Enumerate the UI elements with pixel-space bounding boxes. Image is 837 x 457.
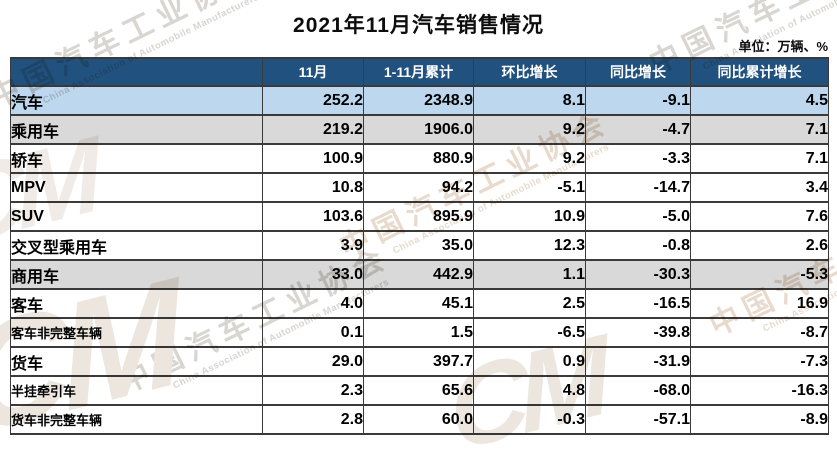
value-cell: 1.1 (473, 259, 586, 290)
value-cell: 29.0 (262, 346, 364, 377)
value-cell: 3.4 (690, 172, 829, 203)
value-cell: 4.8 (473, 375, 586, 406)
table-row: 半挂牵引车 2.3 65.6 4.8 -68.0 -16.3 (10, 375, 829, 406)
value-cell: 7.1 (690, 114, 829, 145)
row-label: 交叉型乘用车 (10, 230, 263, 261)
value-cell: 7.6 (690, 201, 829, 232)
table-row: 客车非完整车辆 0.1 1.5 -6.5 -39.8 -8.7 (10, 317, 829, 348)
row-label: 汽车 (10, 85, 263, 116)
value-cell: -3.3 (585, 143, 691, 174)
value-cell: 0.9 (473, 346, 586, 377)
value-cell: 16.9 (690, 288, 829, 319)
value-cell: 60.0 (363, 404, 474, 435)
value-cell: 2.3 (262, 375, 364, 406)
value-cell: -0.8 (585, 230, 691, 261)
row-label: 轿车 (10, 143, 263, 174)
value-cell: -9.1 (585, 85, 691, 116)
row-label: 货车 (10, 346, 263, 377)
row-label: 乘用车 (10, 114, 263, 145)
value-cell: 252.2 (262, 85, 364, 116)
value-cell: 2348.9 (363, 85, 474, 116)
table-row: 货车非完整车辆 2.8 60.0 -0.3 -57.1 -8.9 (10, 404, 829, 435)
row-label: 客车 (10, 288, 263, 319)
value-cell: -8.7 (690, 317, 829, 348)
value-cell: -30.3 (585, 259, 691, 290)
sales-table: 11月 1-11月累计 环比增长 同比增长 同比累计增长 汽车 252.2 2348… (10, 57, 829, 435)
value-cell: -31.9 (585, 346, 691, 377)
value-cell: 100.9 (262, 143, 364, 174)
column-header-yoy-growth: 同比增长 (585, 57, 691, 87)
value-cell: 0.1 (262, 317, 364, 348)
value-cell: 10.8 (262, 172, 364, 203)
table-row: 乘用车 219.2 1906.0 9.2 -4.7 7.1 (10, 114, 829, 145)
value-cell: 35.0 (363, 230, 474, 261)
value-cell: 65.6 (363, 375, 474, 406)
value-cell: -39.8 (585, 317, 691, 348)
column-header-yoy-cumulative-growth: 同比累计增长 (690, 57, 829, 87)
value-cell: 7.1 (690, 143, 829, 174)
value-cell: 4.5 (690, 85, 829, 116)
row-label: 半挂牵引车 (10, 375, 263, 406)
row-label: 商用车 (10, 259, 263, 290)
table-row: 交叉型乘用车 3.9 35.0 12.3 -0.8 2.6 (10, 230, 829, 261)
table-row: 客车 4.0 45.1 2.5 -16.5 16.9 (10, 288, 829, 319)
value-cell: -5.3 (690, 259, 829, 290)
value-cell: 1906.0 (363, 114, 474, 145)
value-cell: -14.7 (585, 172, 691, 203)
value-cell: 33.0 (262, 259, 364, 290)
value-cell: 94.2 (363, 172, 474, 203)
table-row: 货车 29.0 397.7 0.9 -31.9 -7.3 (10, 346, 829, 377)
value-cell: 397.7 (363, 346, 474, 377)
value-cell: 12.3 (473, 230, 586, 261)
value-cell: -5.1 (473, 172, 586, 203)
table-row: SUV 103.6 895.9 10.9 -5.0 7.6 (10, 201, 829, 232)
unit-note: 单位：万辆、% (738, 39, 828, 54)
value-cell: 8.1 (473, 85, 586, 116)
value-cell: 2.8 (262, 404, 364, 435)
value-cell: 2.6 (690, 230, 829, 261)
row-label: SUV (10, 201, 263, 232)
value-cell: 2.5 (473, 288, 586, 319)
value-cell: 895.9 (363, 201, 474, 232)
table-row: 汽车 252.2 2348.9 8.1 -9.1 4.5 (10, 85, 829, 116)
table-body: 汽车 252.2 2348.9 8.1 -9.1 4.5 乘用车 219.2 1906.0 9.2… (10, 85, 829, 435)
value-cell: -16.5 (585, 288, 691, 319)
value-cell: 9.2 (473, 143, 586, 174)
value-cell: -0.3 (473, 404, 586, 435)
value-cell: 3.9 (262, 230, 364, 261)
table-header: 11月 1-11月累计 环比增长 同比增长 同比累计增长 (10, 57, 829, 87)
value-cell: -16.3 (690, 375, 829, 406)
column-header-cumulative: 1-11月累计 (363, 57, 474, 87)
value-cell: 442.9 (363, 259, 474, 290)
value-cell: -7.3 (690, 346, 829, 377)
value-cell: -8.9 (690, 404, 829, 435)
column-header-category (10, 57, 263, 87)
table-row: 商用车 33.0 442.9 1.1 -30.3 -5.3 (10, 259, 829, 290)
value-cell: 219.2 (262, 114, 364, 145)
value-cell: 4.0 (262, 288, 364, 319)
page-title: 2021年11月汽车销售情况 (293, 14, 544, 37)
value-cell: 10.9 (473, 201, 586, 232)
value-cell: 1.5 (363, 317, 474, 348)
row-label: MPV (10, 172, 263, 203)
header-row: 11月 1-11月累计 环比增长 同比增长 同比累计增长 (10, 57, 829, 87)
value-cell: 45.1 (363, 288, 474, 319)
row-label: 客车非完整车辆 (10, 317, 263, 348)
value-cell: 9.2 (473, 114, 586, 145)
row-label: 货车非完整车辆 (10, 404, 263, 435)
value-cell: -6.5 (473, 317, 586, 348)
value-cell: -68.0 (585, 375, 691, 406)
table-row: 轿车 100.9 880.9 9.2 -3.3 7.1 (10, 143, 829, 174)
value-cell: -5.0 (585, 201, 691, 232)
value-cell: -4.7 (585, 114, 691, 145)
column-header-month: 11月 (262, 57, 364, 87)
value-cell: -57.1 (585, 404, 691, 435)
value-cell: 103.6 (262, 201, 364, 232)
value-cell: 880.9 (363, 143, 474, 174)
table-row: MPV 10.8 94.2 -5.1 -14.7 3.4 (10, 172, 829, 203)
column-header-mom-growth: 环比增长 (473, 57, 586, 87)
